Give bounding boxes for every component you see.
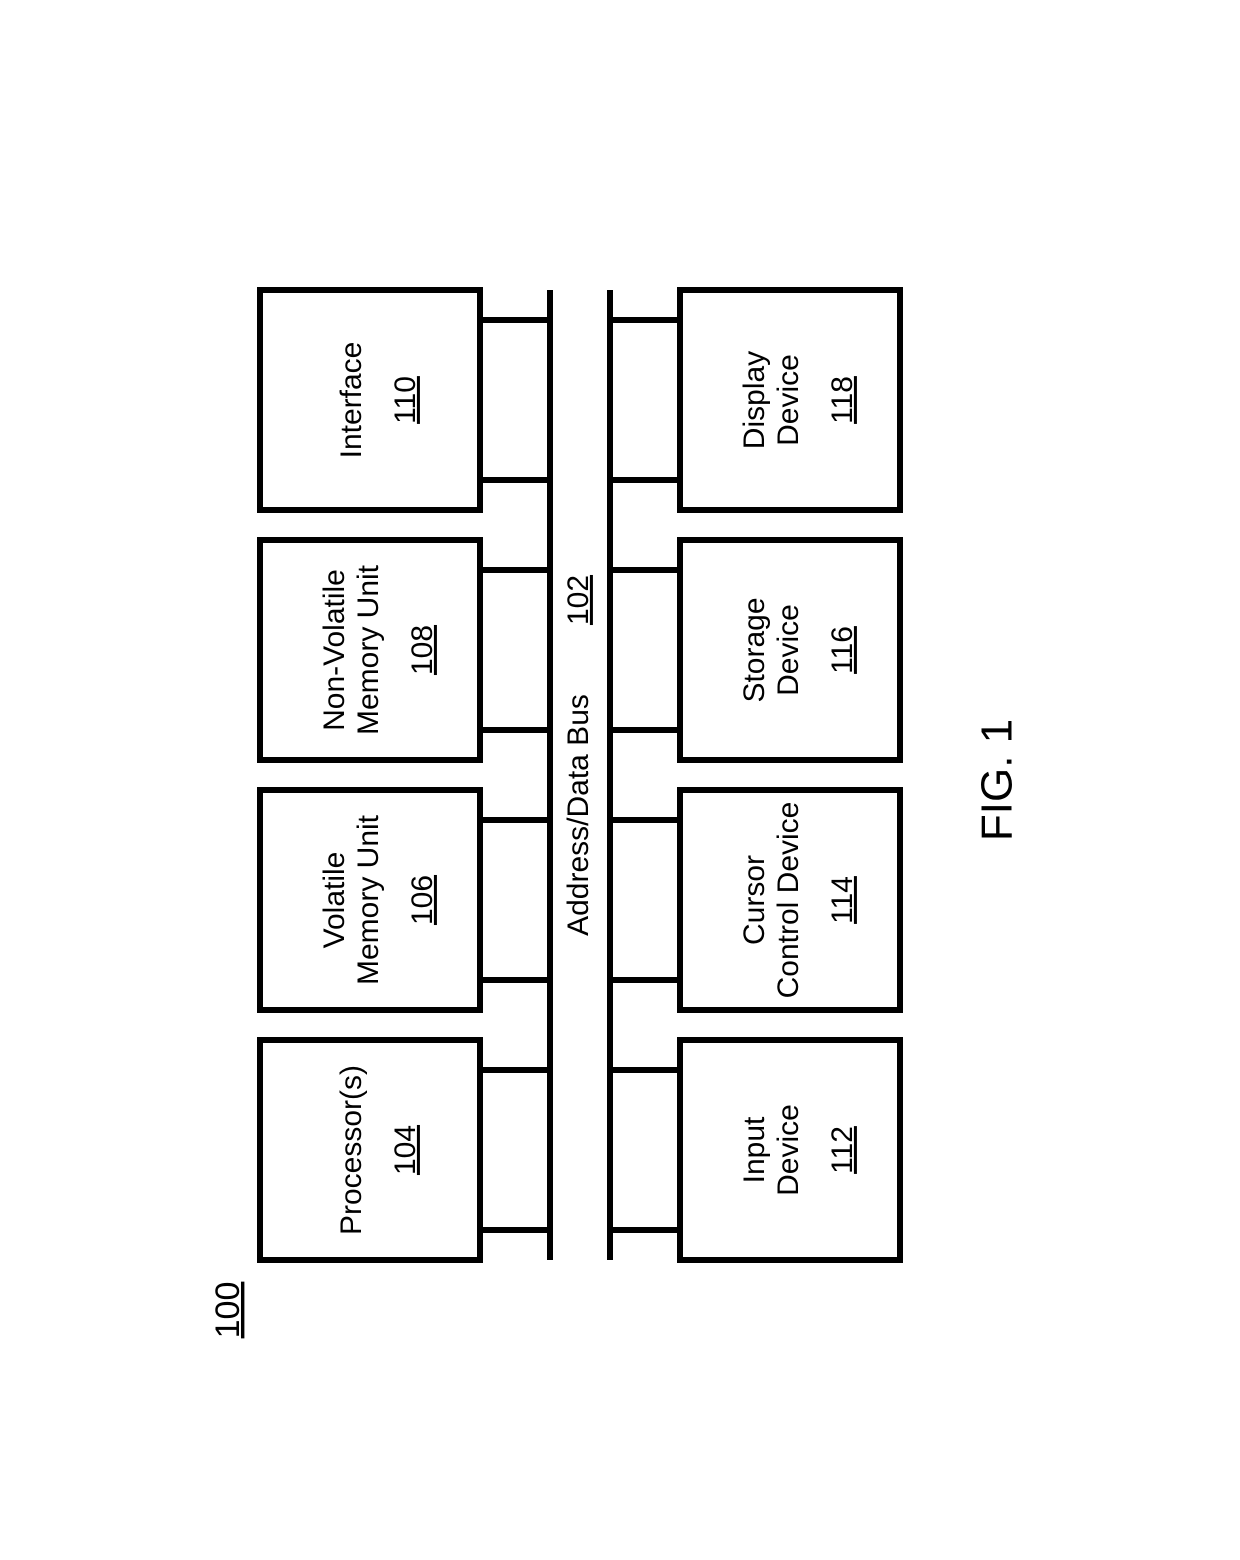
cursor-ref: 114 — [826, 876, 859, 924]
figure-caption: FIG. 1 — [973, 719, 1022, 841]
bus-ref: 102 — [562, 575, 595, 625]
interface-ref: 110 — [389, 376, 422, 424]
input-label-1: Device — [772, 1104, 805, 1196]
input-ref: 112 — [826, 1126, 859, 1174]
nonvolatile-ref: 108 — [406, 625, 439, 675]
input-label-0: Input — [738, 1116, 771, 1183]
nonvolatile-label-0: Non-Volatile — [318, 569, 351, 731]
display-label-1: Device — [772, 354, 805, 446]
processor-box — [260, 1040, 480, 1260]
display-ref: 118 — [826, 376, 859, 424]
cursor-label-1: Control Device — [772, 802, 805, 999]
interface-box — [260, 290, 480, 510]
storage-label-0: Storage — [738, 597, 771, 702]
cursor-label-0: Cursor — [738, 855, 771, 945]
display-label-0: Display — [738, 351, 771, 449]
processor-ref: 104 — [389, 1125, 422, 1175]
volatile-ref: 106 — [406, 875, 439, 925]
storage-ref: 116 — [826, 626, 859, 674]
volatile-label-0: Volatile — [318, 852, 351, 949]
processor-label-0: Processor(s) — [335, 1065, 368, 1235]
system-ref: 100 — [209, 1282, 247, 1339]
nonvolatile-label-1: Memory Unit — [352, 564, 385, 735]
interface-label-0: Interface — [335, 342, 368, 459]
volatile-label-1: Memory Unit — [352, 814, 385, 985]
bus-label: Address/Data Bus — [562, 694, 595, 936]
figure-canvas: 100 Address/Data Bus 102 Processor(s) 104 Vol… — [0, 0, 1240, 1560]
storage-label-1: Device — [772, 604, 805, 696]
